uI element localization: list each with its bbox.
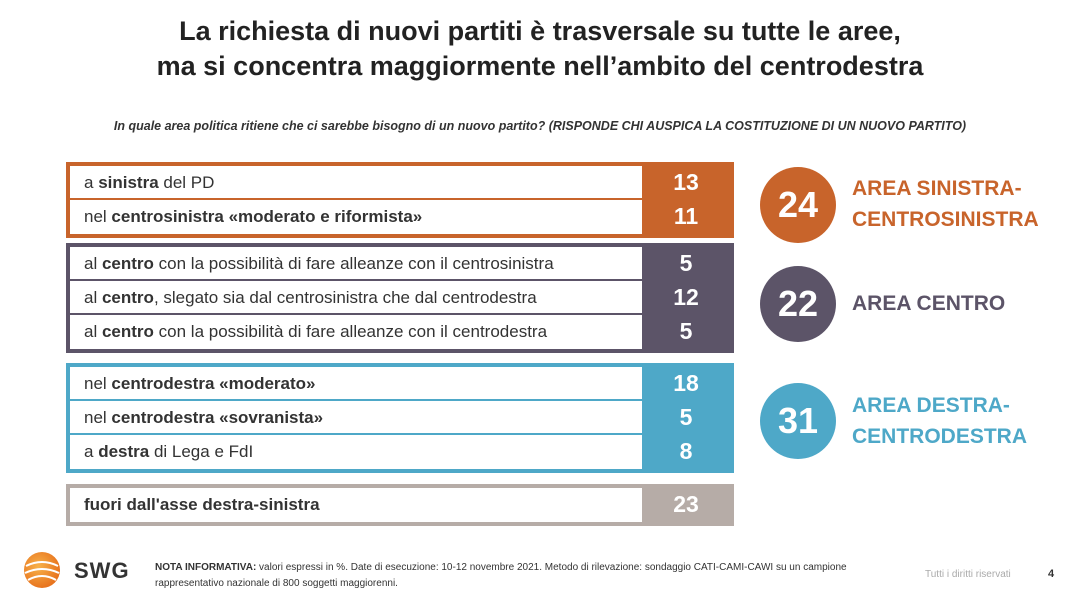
page-title: La richiesta di nuovi partiti è trasvers… (0, 14, 1080, 84)
group-destra: nel centrodestra «moderato» 18 nel centrod… (66, 363, 734, 473)
row-label: fuori dall'asse destra-sinistra (84, 495, 320, 514)
rights-text: Tutti i diritti riservati (925, 569, 1011, 580)
area-centro-circle: 22 (760, 266, 836, 342)
row-value: 13 (642, 164, 730, 200)
row-value: 11 (642, 198, 730, 234)
swg-logo-text: SWG (74, 558, 130, 583)
row-label: al centro, slegato sia dal centrosinistr… (84, 288, 537, 307)
table-row: nel centrodestra «moderato» 18 (70, 365, 730, 401)
area-sinistra-circle: 24 (760, 167, 836, 243)
table-row: a sinistra del PD 13 (70, 164, 730, 200)
table-row: nel centrodestra «sovranista» 5 (70, 399, 730, 435)
table-row: nel centrosinistra «moderato e riformist… (70, 198, 730, 234)
swg-logo-icon (24, 552, 60, 588)
table-row: al centro, slegato sia dal centrosinistr… (70, 279, 730, 315)
row-label: a destra di Lega e FdI (84, 442, 254, 461)
area-sinistra-label: AREA SINISTRA- CENTROSINISTRA (852, 177, 1039, 231)
group-centro: al centro con la possibilità di fare all… (66, 243, 734, 353)
footer-note: NOTA INFORMATIVA: valori espressi in %. … (155, 562, 847, 589)
title-line-2: ma si concentra maggiormente nell’ambito… (156, 51, 924, 81)
row-value: 18 (642, 365, 730, 401)
row-value: 12 (642, 279, 730, 315)
table-row: al centro con la possibilità di fare all… (70, 313, 730, 349)
row-label: al centro con la possibilità di fare all… (84, 322, 548, 341)
row-value: 5 (642, 245, 730, 281)
survey-question: In quale area politica ritiene che ci sa… (113, 119, 967, 133)
group-sinistra: a sinistra del PD 13 nel centrosinistra «m… (66, 162, 734, 238)
row-value: 8 (642, 433, 730, 469)
table-row: a destra di Lega e FdI 8 (70, 433, 730, 469)
row-label: al centro con la possibilità di fare all… (84, 254, 554, 273)
row-value: 5 (642, 313, 730, 349)
row-label: nel centrosinistra «moderato e riformist… (84, 207, 423, 226)
row-value: 23 (642, 486, 730, 522)
table-row: fuori dall'asse destra-sinistra 23 (70, 486, 730, 522)
table-row: al centro con la possibilità di fare all… (70, 245, 730, 281)
group-fuori: fuori dall'asse destra-sinistra 23 (66, 484, 734, 526)
title-line-1: La richiesta di nuovi partiti è trasvers… (179, 16, 901, 46)
row-value: 5 (642, 399, 730, 435)
area-destra-label: AREA DESTRA- CENTRODESTRA (852, 394, 1028, 448)
page-number: 4 (1048, 568, 1055, 580)
area-centro-label: AREA CENTRO (852, 292, 1006, 315)
row-label: nel centrodestra «sovranista» (84, 408, 324, 427)
row-label: a sinistra del PD (84, 173, 215, 192)
area-destra-circle: 31 (760, 383, 836, 459)
row-label: nel centrodestra «moderato» (84, 374, 316, 393)
